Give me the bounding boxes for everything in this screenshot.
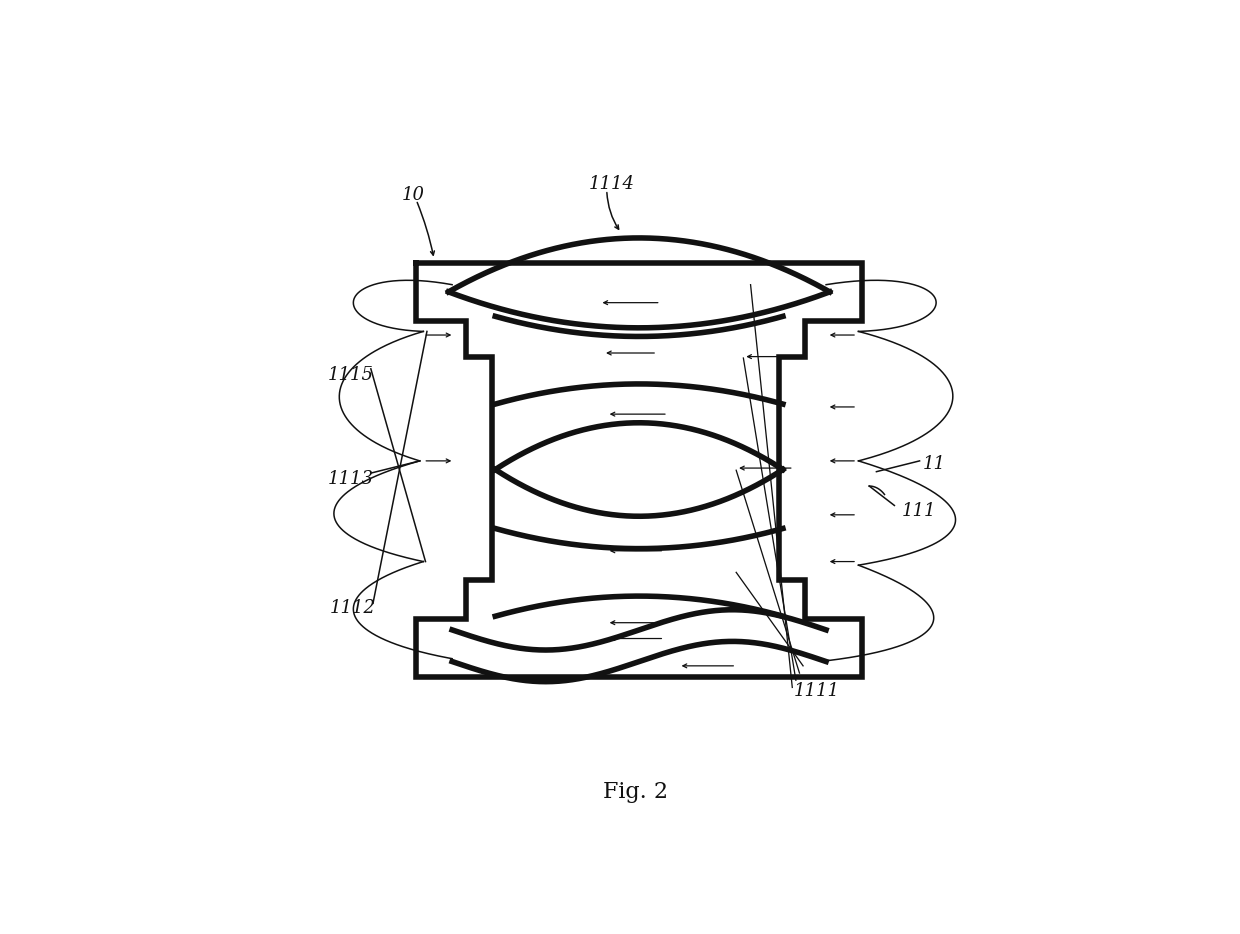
Text: 11: 11 xyxy=(923,456,946,474)
Text: Fig. 2: Fig. 2 xyxy=(603,781,668,802)
Text: 1115: 1115 xyxy=(327,365,373,384)
Text: 111: 111 xyxy=(901,502,936,520)
Text: 1112: 1112 xyxy=(330,600,376,617)
Text: 10: 10 xyxy=(402,186,425,204)
Text: 1111: 1111 xyxy=(794,682,839,700)
Text: 1113: 1113 xyxy=(327,470,373,488)
Text: 1114: 1114 xyxy=(589,175,635,193)
